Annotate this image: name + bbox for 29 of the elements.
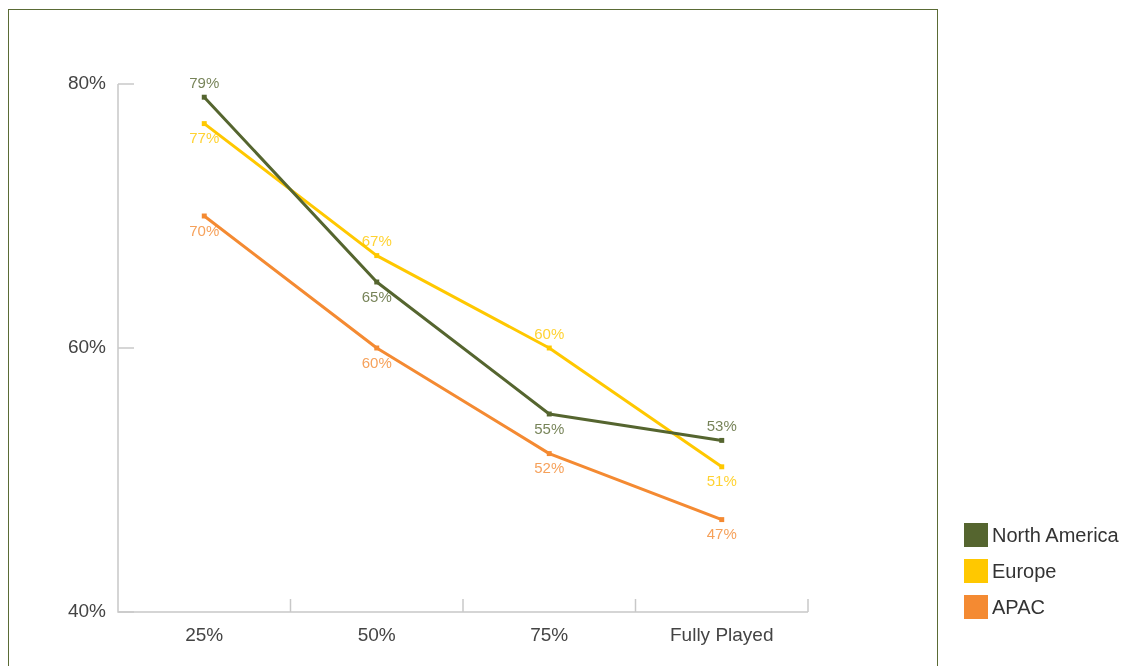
legend-label: North America <box>992 523 1119 547</box>
point <box>719 437 725 443</box>
legend-label: Europe <box>992 559 1057 583</box>
x-tick-label: 25% <box>185 623 224 645</box>
point <box>201 94 207 100</box>
data-label: 60% <box>361 353 392 371</box>
data-label: 60% <box>534 324 565 342</box>
point <box>201 121 207 127</box>
point <box>546 451 552 457</box>
data-label: 79% <box>189 73 220 91</box>
data-label: 70% <box>189 221 220 239</box>
x-tick-label: 50% <box>357 623 396 645</box>
data-label: 77% <box>189 129 220 147</box>
point <box>719 517 725 523</box>
data-label: 47% <box>706 525 737 543</box>
point <box>719 464 725 470</box>
data-label: 52% <box>534 459 565 477</box>
data-label: 55% <box>534 419 565 437</box>
x-tick-label: Fully Played <box>670 623 774 645</box>
y-tick-label: 40% <box>67 600 107 622</box>
y-tick-label: 60% <box>67 336 107 358</box>
legend-label: APAC <box>992 595 1045 619</box>
data-label: 53% <box>706 417 737 435</box>
data-label: 67% <box>361 232 392 250</box>
x-tick-label: 75% <box>530 623 569 645</box>
point <box>374 253 380 259</box>
data-label: 51% <box>706 472 737 490</box>
y-tick-label: 80% <box>67 72 107 94</box>
data-label: 65% <box>361 287 392 305</box>
